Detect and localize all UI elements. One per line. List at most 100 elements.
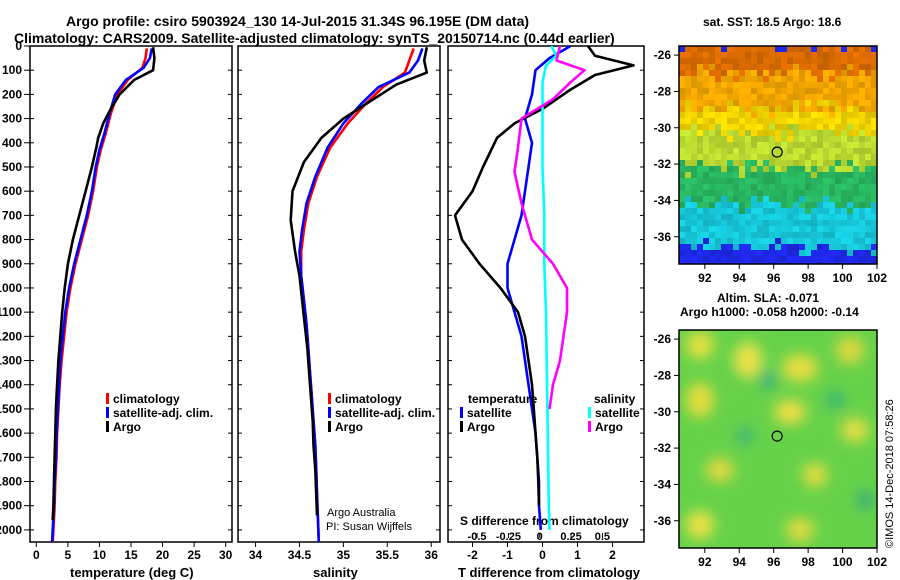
sst-cell <box>751 208 757 214</box>
sst-cell <box>865 58 871 64</box>
sst-cell <box>745 190 751 196</box>
sst-cell <box>727 100 733 106</box>
sst-cell <box>835 136 841 142</box>
sst-cell <box>691 172 697 178</box>
sst-cell <box>829 220 835 226</box>
sst-cell <box>847 94 853 100</box>
sst-cell <box>685 220 691 226</box>
sst-cell <box>709 70 715 76</box>
sst-cell <box>817 106 823 112</box>
x-tick-label: 0 <box>537 531 543 543</box>
legend-swatch-argo <box>106 421 109 432</box>
sst-cell <box>817 70 823 76</box>
sst-cell <box>757 70 763 76</box>
sst-cell <box>841 88 847 94</box>
legend-swatch-temp-argo <box>460 421 463 432</box>
sst-cell <box>727 244 733 250</box>
sst-cell <box>847 52 853 58</box>
temperature-panel <box>29 45 233 543</box>
sst-cell <box>817 172 823 178</box>
sst-cell <box>727 52 733 58</box>
sst-cell <box>799 76 805 82</box>
sst-cell <box>751 262 757 264</box>
sst-cell <box>763 112 769 118</box>
sst-cell <box>745 232 751 238</box>
sst-cell <box>733 88 739 94</box>
sst-cell <box>697 238 703 244</box>
sst-cell <box>799 58 805 64</box>
sst-cell <box>709 136 715 142</box>
x-tick-label: 30 <box>219 548 233 562</box>
sst-cell <box>787 226 793 232</box>
sst-cell <box>763 232 769 238</box>
sst-cell <box>751 250 757 256</box>
sst-cell <box>781 190 787 196</box>
sst-cell <box>781 106 787 112</box>
sst-cell <box>829 148 835 154</box>
map-lat-label: -28 <box>654 368 672 382</box>
map-lon-label: 102 <box>867 271 887 285</box>
sst-cell <box>751 244 757 250</box>
sst-cell <box>697 154 703 160</box>
sst-cell <box>727 106 733 112</box>
sst-cell <box>691 184 697 190</box>
sst-cell <box>739 64 745 70</box>
sst-cell <box>799 46 805 52</box>
sst-cell <box>763 184 769 190</box>
x-tick-label: 20 <box>156 548 170 562</box>
sst-cell <box>709 76 715 82</box>
sst-cell <box>763 136 769 142</box>
sst-cell <box>835 70 841 76</box>
sst-cell <box>727 262 733 264</box>
sst-cell <box>835 130 841 136</box>
sst-cell <box>685 100 691 106</box>
sst-cell <box>859 106 865 112</box>
sla-blob-i <box>803 463 827 487</box>
sst-float-marker <box>771 146 783 158</box>
sst-cell <box>751 232 757 238</box>
sst-cell <box>811 154 817 160</box>
sst-cell <box>679 142 685 148</box>
sst-cell <box>781 82 787 88</box>
sst-cell <box>793 136 799 142</box>
sst-cell <box>703 64 709 70</box>
sst-cell <box>799 52 805 58</box>
depth-tick-label: 1500 <box>0 402 22 416</box>
sst-cell <box>853 118 859 124</box>
sst-cell <box>835 214 841 220</box>
sst-cell <box>781 142 787 148</box>
sst-cell <box>757 196 763 202</box>
sst-cell <box>871 112 877 118</box>
sst-cell <box>703 154 709 160</box>
map-lat-label: -26 <box>654 48 672 62</box>
sst-cell <box>733 82 739 88</box>
sst-cell <box>787 130 793 136</box>
sst-cell <box>691 124 697 130</box>
sst-cell <box>757 58 763 64</box>
sst-cell <box>841 130 847 136</box>
sst-cell <box>835 238 841 244</box>
sst-cell <box>799 220 805 226</box>
sst-cell <box>793 76 799 82</box>
sst-cell <box>733 136 739 142</box>
sst-cell <box>685 46 691 52</box>
sst-cell <box>853 232 859 238</box>
sst-cell <box>835 76 841 82</box>
sst-cell <box>859 250 865 256</box>
sst-cell <box>763 166 769 172</box>
sst-cell <box>841 106 847 112</box>
sst-cell <box>733 94 739 100</box>
sst-cell <box>793 184 799 190</box>
sla-map-title: Altim. SLA: -0.071 <box>717 291 819 305</box>
sst-cell <box>871 100 877 106</box>
sst-cell <box>679 82 685 88</box>
sst-cell <box>847 106 853 112</box>
sst-cell <box>817 226 823 232</box>
sst-map <box>679 46 877 264</box>
sst-cell <box>691 106 697 112</box>
sst-cell <box>847 130 853 136</box>
sst-cell <box>769 106 775 112</box>
sst-cell <box>823 220 829 226</box>
sst-cell <box>769 166 775 172</box>
sst-cell <box>871 250 877 256</box>
